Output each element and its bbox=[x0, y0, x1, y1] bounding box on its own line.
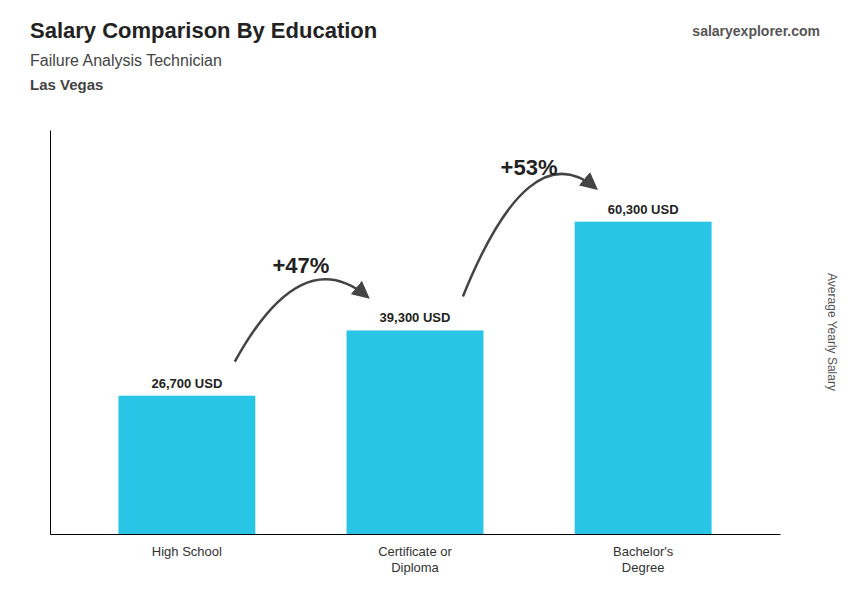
x-tick-label: Bachelor'sDegree bbox=[613, 544, 674, 575]
brand: salaryexplorer.com bbox=[692, 23, 820, 39]
bars bbox=[118, 222, 711, 534]
chart: Salary Comparison By Education Failure An… bbox=[0, 0, 850, 606]
annotation: +53% bbox=[501, 155, 558, 180]
x-tick-label-line: Bachelor's bbox=[613, 544, 674, 559]
y-axis bbox=[50, 131, 51, 535]
growth-arrow bbox=[235, 279, 367, 362]
data-labels: 26,700 USD 39,300 USD 60,300 USD bbox=[151, 202, 678, 391]
x-tick: Certificate orDiploma bbox=[378, 544, 452, 575]
brand-part: salary bbox=[692, 23, 733, 39]
data-label: 26,700 USD bbox=[151, 376, 222, 391]
x-tick-label-line: Diploma bbox=[391, 560, 439, 575]
title: Salary Comparison By Education bbox=[30, 18, 377, 43]
bar bbox=[575, 222, 712, 534]
brand-part: .com bbox=[787, 23, 820, 39]
bar bbox=[118, 396, 255, 534]
data-label: 39,300 USD bbox=[380, 310, 451, 325]
x-tick: Bachelor'sDegree bbox=[613, 544, 674, 575]
annotations: +47% +53% bbox=[235, 155, 595, 361]
annotation: +47% bbox=[272, 253, 329, 278]
subtitle: Failure Analysis Technician bbox=[30, 52, 222, 69]
x-tick-label-line: Degree bbox=[622, 560, 665, 575]
data-label: 60,300 USD bbox=[608, 202, 679, 217]
y-axis-line bbox=[50, 131, 51, 535]
bar bbox=[347, 330, 484, 534]
x-axis: High School Certificate orDiploma Bachelor… bbox=[51, 535, 781, 575]
x-tick: High School bbox=[152, 544, 222, 559]
plot: High School Certificate orDiploma Bachelor… bbox=[51, 131, 781, 575]
y-axis-title: Average Yearly Salary bbox=[825, 273, 839, 391]
x-tick-label-line: High School bbox=[152, 544, 222, 559]
growth-arrow bbox=[463, 174, 595, 297]
x-tick-label: High School bbox=[152, 544, 222, 559]
x-tick-label-line: Certificate or bbox=[378, 544, 452, 559]
subtitle: Las Vegas bbox=[30, 76, 103, 93]
x-tick-label: Certificate orDiploma bbox=[378, 544, 452, 575]
x-axis-line bbox=[51, 534, 781, 535]
brand-part: explorer bbox=[733, 23, 789, 39]
